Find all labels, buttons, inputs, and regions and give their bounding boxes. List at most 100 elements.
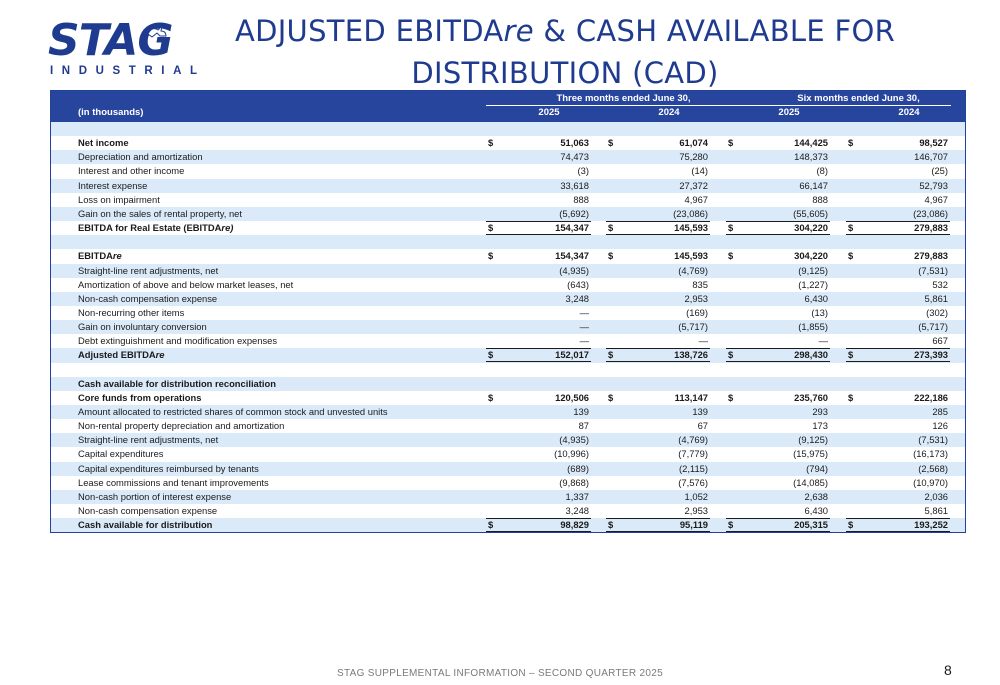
cell-value: 1,337 <box>565 490 589 502</box>
cell-value: (23,086) <box>673 207 708 219</box>
dollar-sign: $ <box>728 222 734 234</box>
row-label: Cash available for distribution reconcil… <box>78 377 276 389</box>
cell-value: 4,967 <box>924 193 948 205</box>
cell-value: 67 <box>697 420 708 432</box>
total-rule <box>846 361 950 363</box>
cell-value: 51,063 <box>560 137 589 149</box>
cell-value: 173 <box>812 420 828 432</box>
dollar-sign: $ <box>728 137 734 149</box>
cell-value: 52,793 <box>919 179 948 191</box>
table-row: Adjusted EBITDAre $152,017 $138,726 $298,43… <box>51 348 965 363</box>
cell-value: 279,883 <box>914 250 948 262</box>
dollar-sign: $ <box>608 137 614 149</box>
table-row: Lease commissions and tenant improvement… <box>51 476 965 490</box>
table-row: Depreciation and amortization 74,473 75,28… <box>51 150 965 165</box>
cell-value: (8) <box>816 165 828 177</box>
row-label: Capital expenditures reimbursed by tenan… <box>78 462 259 474</box>
row-label: Adjusted EBITDAre <box>78 349 165 361</box>
cell-value: 66,147 <box>799 179 828 191</box>
logo-wordmark: STAG <box>48 15 173 66</box>
table-row: Non-cash portion of interest expense 1,33… <box>51 489 965 505</box>
bull-icon <box>147 24 167 38</box>
cell-value: 285 <box>932 406 948 417</box>
cell-value: — <box>818 335 828 347</box>
cell-value: 152,017 <box>555 349 589 361</box>
dollar-sign: $ <box>488 519 494 531</box>
table-row: Capital expenditures reimbursed by tenan… <box>51 461 965 476</box>
row-label: Gain on the sales of rental property, ne… <box>78 207 242 219</box>
row-label: EBITDAre <box>78 250 122 262</box>
year-header: 2025 <box>538 107 560 118</box>
row-label: Non-cash portion of interest expense <box>78 490 232 502</box>
year-header: 2025 <box>778 107 800 118</box>
six-months-underline <box>726 105 951 106</box>
total-rule <box>606 221 710 223</box>
table-row: Core funds from operations $120,506 $113,1… <box>51 391 965 405</box>
cell-value: 2,953 <box>684 505 708 517</box>
row-label: Interest and other income <box>78 165 185 177</box>
row-label: Straight-line rent adjustments, net <box>78 264 219 276</box>
total-rule <box>486 234 591 236</box>
cell-value: 144,425 <box>794 137 828 149</box>
cell-value: 5,861 <box>924 505 948 517</box>
cell-value: (4,769) <box>678 264 708 276</box>
row-label: Gain on involuntary conversion <box>78 321 207 333</box>
cell-value: (2,568) <box>918 462 948 474</box>
total-rule <box>846 348 950 350</box>
cell-value: (1,855) <box>798 321 828 333</box>
total-rule <box>486 531 591 533</box>
cell-value: 154,347 <box>555 250 589 262</box>
cell-value: 293 <box>812 406 828 417</box>
cell-value: 61,074 <box>679 137 708 149</box>
year-header: 2024 <box>898 107 920 118</box>
cell-value: (9,125) <box>798 434 828 446</box>
table-row: Gain on involuntary conversion — (5,717) (1… <box>51 320 965 335</box>
cell-value: 835 <box>692 278 708 290</box>
total-rule <box>846 531 950 533</box>
table-row: Capital expenditures (10,996) (7,779) (15,9… <box>51 447 965 461</box>
cell-value: 154,347 <box>555 222 589 234</box>
cell-value: 27,372 <box>679 179 708 191</box>
dollar-sign: $ <box>488 349 494 361</box>
cell-value: 126 <box>932 420 948 432</box>
row-label: Non-cash compensation expense <box>78 292 218 304</box>
cell-value: 304,220 <box>794 222 828 234</box>
cell-value: 87 <box>578 420 589 432</box>
cell-value: (1,227) <box>798 278 828 290</box>
three-months-header: Three months ended June 30, <box>556 93 691 104</box>
row-label: Debt extinguishment and modification exp… <box>78 335 278 347</box>
cell-value: 33,618 <box>560 179 589 191</box>
cell-value: (10,996) <box>554 448 589 460</box>
table-row: EBITDAre $154,347 $145,593 $304,220 $279,883 <box>51 249 965 263</box>
cell-value: 6,430 <box>804 292 828 304</box>
cell-value: 145,593 <box>674 250 708 262</box>
dollar-sign: $ <box>608 391 614 403</box>
cell-value: (169) <box>686 306 708 318</box>
cell-value: 193,252 <box>914 519 948 531</box>
cell-value: 3,248 <box>565 505 589 517</box>
cell-value: 1,052 <box>684 490 708 502</box>
dollar-sign: $ <box>728 349 734 361</box>
cell-value: (55,605) <box>793 207 828 219</box>
total-rule <box>846 221 950 223</box>
cell-value: 113,147 <box>674 391 708 403</box>
cell-value: (302) <box>926 306 948 318</box>
row-label: Lease commissions and tenant improvement… <box>78 476 269 488</box>
cell-value: 298,430 <box>794 349 828 361</box>
dollar-sign: $ <box>608 250 614 262</box>
cell-value: (9,125) <box>798 264 828 276</box>
cell-value: 3,248 <box>565 292 589 304</box>
cell-value: 667 <box>932 335 948 347</box>
cell-value: — <box>579 306 589 318</box>
table-row: Non-cash compensation expense 3,248 2,953 6… <box>51 504 965 518</box>
row-label: Amount allocated to restricted shares of… <box>78 406 388 417</box>
cell-value: 6,430 <box>804 505 828 517</box>
total-rule <box>726 518 830 520</box>
cell-value: 2,953 <box>684 292 708 304</box>
table-row: Cash available for distribution $98,829 $9… <box>51 518 965 533</box>
table-row: Debt extinguishment and modification exp… <box>51 334 965 348</box>
three-months-underline <box>486 105 761 106</box>
total-rule <box>486 518 591 520</box>
cell-value: (2,115) <box>678 462 708 474</box>
cell-value: (7,779) <box>678 448 708 460</box>
